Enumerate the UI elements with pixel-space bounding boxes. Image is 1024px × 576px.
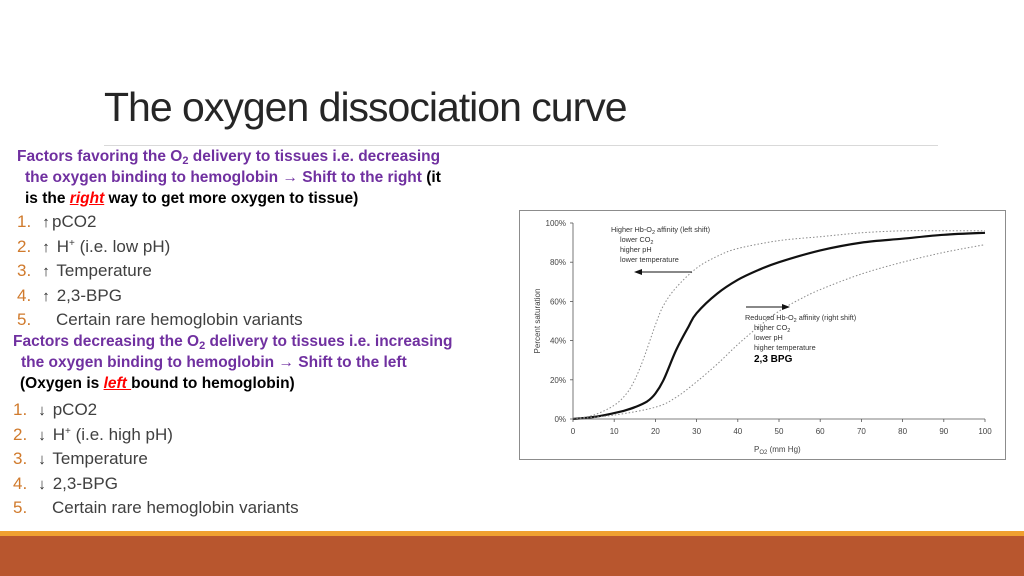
x-tick-label: 30 — [692, 427, 701, 436]
normal-curve — [572, 231, 986, 421]
down-arrow-icon: ↓ — [38, 402, 46, 419]
svg-text:higher pH: higher pH — [620, 245, 652, 254]
title-divider — [104, 145, 938, 146]
list-item: 3. ↓ Temperature — [13, 447, 299, 472]
s1-line1a: Factors favoring the O — [17, 148, 183, 165]
s2-line1b: delivery to tissues i.e. increasing — [205, 333, 453, 350]
y-tick-label: 60% — [550, 297, 566, 306]
y-axis-label: Percent saturation — [533, 289, 542, 354]
x-axis-label: PO2 (mm Hg) — [754, 445, 801, 456]
x-tick-label: 0 — [571, 427, 576, 436]
svg-text:Higher Hb-O2 affinity (left sh: Higher Hb-O2 affinity (left shift) — [611, 225, 710, 236]
x-tick-label: 20 — [651, 427, 660, 436]
up-arrow-icon: ↑ — [42, 214, 50, 231]
s1-line2: the oxygen binding to hemoglobin — [25, 169, 283, 186]
list-item: 5. Certain rare hemoglobin variants — [13, 498, 299, 517]
x-tick-label: 100 — [978, 427, 992, 436]
x-tick-label: 40 — [733, 427, 742, 436]
list-item: 4. ↑ 2,3-BPG — [17, 284, 303, 309]
y-tick-label: 0% — [554, 415, 566, 424]
list-item: 2. ↑ H+ (i.e. low pH) — [17, 235, 303, 260]
s1-shift: Shift to the right — [297, 169, 422, 186]
list-item: 5. Certain rare hemoglobin variants — [17, 310, 303, 329]
up-arrow-icon: ↑ — [42, 263, 50, 280]
right-arrow-icon: → — [282, 169, 298, 186]
list-item: 2. ↓ H+ (i.e. high pH) — [13, 423, 299, 448]
s1-paren-open: (it — [421, 169, 441, 186]
bpg-label: 2,3 BPG — [754, 354, 793, 365]
slide-title: The oxygen dissociation curve — [104, 84, 628, 130]
y-tick-label: 100% — [546, 219, 566, 228]
svg-text:higher CO2: higher CO2 — [754, 323, 790, 334]
x-tick-label: 70 — [857, 427, 866, 436]
x-tick-label: 90 — [939, 427, 948, 436]
down-arrow-icon: ↓ — [38, 451, 46, 468]
arrowhead-left-icon — [634, 269, 642, 275]
svg-text:higher temperature: higher temperature — [754, 343, 816, 352]
svg-text:lower temperature: lower temperature — [620, 255, 679, 264]
right-arrow-icon: → — [278, 354, 294, 371]
x-tick-label: 60 — [816, 427, 825, 436]
left-shift-annotation: Higher Hb-O2 affinity (left shift) lower… — [611, 225, 710, 275]
right-shift-annotation: Reduced Hb-O2 affinity (right shift) hig… — [745, 304, 856, 365]
right-shift-factor-list: 1. ↑ pCO2 2. ↑ H+ (i.e. low pH) 3. ↑ Tempera… — [17, 210, 303, 333]
s1-sub: 2 — [182, 155, 189, 167]
footer-bar — [0, 536, 1024, 576]
y-tick-label: 20% — [550, 376, 566, 385]
s1-line3a: is the — [25, 190, 70, 207]
arrowhead-right-icon — [782, 304, 790, 310]
up-arrow-icon: ↑ — [42, 238, 50, 256]
list-item: 1. ↓ pCO2 — [13, 398, 299, 423]
down-arrow-icon: ↓ — [38, 426, 46, 444]
list-item: 3. ↑ Temperature — [17, 259, 303, 284]
y-tick-label: 40% — [550, 337, 566, 346]
x-tick-label: 50 — [775, 427, 784, 436]
s1-line1b: delivery to tissues i.e. decreasing — [188, 148, 441, 165]
footer-accent-line — [0, 531, 1024, 536]
svg-text:lower pH: lower pH — [754, 333, 783, 342]
up-arrow-icon: ↑ — [42, 287, 50, 305]
s2-line2: the oxygen binding to hemoglobin — [21, 354, 279, 371]
list-item: 1. ↑ pCO2 — [17, 210, 303, 235]
left-shift-heading: Factors decreasing the O2 delivery to ti… — [13, 331, 452, 394]
chart-svg: 0 10 20 30 40 50 60 70 80 90 100 0% 20% 40% 60% 80% 100%… — [533, 219, 992, 456]
s2-emphasis-left: left — [103, 375, 132, 392]
x-tick-label: 80 — [898, 427, 907, 436]
left-shift-factor-list: 1. ↓ pCO2 2. ↓ H+ (i.e. high pH) 3. ↓ Tempe… — [13, 398, 299, 521]
dissociation-curve-chart: 0 10 20 30 40 50 60 70 80 90 100 0% 20% 40% 60% 80% 100%… — [519, 210, 1006, 460]
s1-line3b: way to get more oxygen to tissue) — [104, 190, 359, 207]
list-item: 4. ↓ 2,3-BPG — [13, 472, 299, 497]
x-tick-label: 10 — [610, 427, 619, 436]
left-shift-curve — [572, 230, 985, 420]
svg-text:lower CO2: lower CO2 — [620, 235, 653, 246]
s2-line1a: Factors decreasing the O — [13, 333, 200, 350]
s2-shift: Shift to the left — [293, 354, 407, 371]
s2-sub: 2 — [199, 340, 206, 352]
y-tick-label: 80% — [550, 258, 566, 267]
svg-text:Reduced Hb-O2 affinity (right: Reduced Hb-O2 affinity (right shift) — [745, 313, 856, 324]
s2-line3a: (Oxygen is — [20, 375, 104, 392]
right-shift-heading: Factors favoring the O2 delivery to tiss… — [17, 146, 441, 209]
right-shift-curve — [572, 244, 986, 420]
s2-line3b: bound to hemoglobin) — [131, 375, 295, 392]
down-arrow-icon: ↓ — [38, 475, 46, 493]
s1-emphasis-right: right — [69, 190, 105, 207]
